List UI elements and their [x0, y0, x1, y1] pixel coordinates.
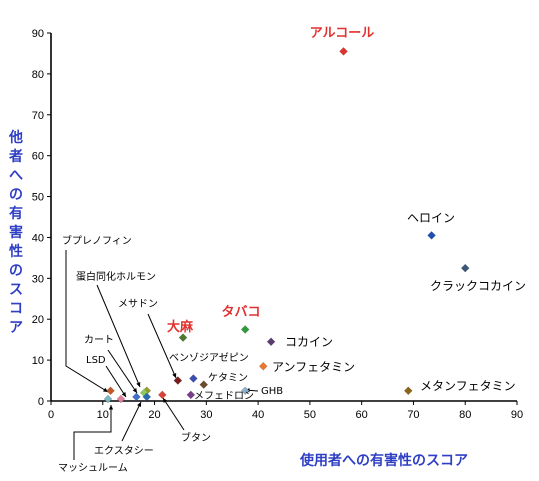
x-tick-label: 10	[97, 409, 109, 421]
scatter-point-21	[189, 374, 198, 383]
scatter-point-17	[106, 386, 115, 396]
point-label-11: GHB	[261, 386, 283, 397]
scatter-point-20	[103, 394, 113, 404]
scatter-point-2	[427, 231, 436, 240]
point-label-10: ケタミン	[208, 372, 248, 384]
scatter-point-6	[240, 325, 250, 334]
point-label-3: クラックコカイン	[430, 279, 526, 293]
y-tick-label: 70	[32, 110, 44, 122]
scatter-point-1	[339, 47, 348, 56]
leader-line	[96, 284, 141, 388]
leader-arrowhead	[108, 405, 114, 410]
leader-arrowhead	[163, 398, 168, 403]
leader-line	[162, 397, 185, 431]
scatter-point-16	[132, 392, 141, 402]
x-tick-label: 0	[48, 409, 54, 421]
scatter-point-12	[186, 390, 196, 400]
point-label-18: LSD	[86, 355, 106, 366]
point-label-12: メフェドロン	[194, 391, 254, 402]
x-tick-label: 70	[407, 409, 419, 421]
leader-arrowhead	[136, 382, 141, 387]
y-tick-label: 80	[32, 69, 44, 81]
scatter-point-13	[157, 390, 167, 400]
y-tick-label: 20	[32, 314, 44, 326]
y-tick-label: 0	[38, 396, 44, 408]
x-axis-title: 使用者への有害性のスコア	[299, 452, 468, 469]
leader-line	[73, 405, 112, 460]
x-tick-label: 50	[304, 409, 316, 421]
y-tick-label: 10	[32, 355, 44, 367]
x-tick-label: 90	[511, 409, 523, 421]
leader-arrowhead	[137, 402, 141, 407]
label-leader-lines	[65, 250, 259, 460]
leader-line	[105, 365, 127, 398]
scatter-point-10	[199, 380, 209, 389]
point-label-14: メサドン	[118, 298, 158, 310]
scatter-point-11	[240, 386, 250, 396]
scatter-point-3	[460, 263, 470, 273]
point-label-9: ベンゾジアゼピン	[169, 352, 249, 364]
y-axis-title: 他者への有害性のスコア	[8, 129, 23, 336]
point-label-19: エクスタシー	[94, 445, 154, 457]
leader-line	[121, 401, 142, 442]
scatter-point-8	[178, 333, 188, 342]
point-label-15: 蛋白同化ホルモン	[76, 270, 156, 283]
scatter-point-5	[266, 337, 276, 347]
leader-line	[147, 313, 177, 379]
point-label-6: タバコ	[221, 305, 260, 320]
point-label-8: 大麻	[167, 319, 194, 335]
point-label-7: アンフェタミン	[272, 360, 355, 374]
point-label-16: カート	[84, 334, 114, 346]
point-label-13: ブタン	[181, 431, 211, 444]
scatter-point-4	[403, 386, 413, 396]
x-tick-label: 40	[252, 409, 264, 421]
x-tick-label: 60	[356, 409, 368, 421]
y-tick-label: 30	[32, 273, 44, 285]
point-label-4: メタンフェタミン	[420, 379, 516, 393]
x-tick-label: 30	[200, 409, 212, 421]
leader-arrowhead	[132, 388, 137, 393]
axes: 0 10 20 30 40 50 60 70 80 90 0 10 20 30 40 50 60 70 80 90	[32, 28, 523, 421]
point-label-1: アルコール	[310, 26, 375, 41]
leader-line	[65, 250, 109, 393]
leader-arrowhead	[121, 392, 126, 397]
data-points	[103, 47, 470, 404]
leader-arrowhead	[172, 373, 177, 378]
y-tick-label: 90	[32, 28, 44, 40]
point-label-2: ヘロイン	[407, 211, 455, 225]
y-tick-label: 50	[32, 192, 44, 204]
scatter-point-19	[142, 392, 152, 402]
scatter-point-7	[258, 361, 268, 371]
leader-line	[107, 349, 138, 394]
scatter-point-18	[116, 394, 126, 404]
y-tick-label: 40	[32, 232, 44, 244]
x-tick-label: 80	[459, 409, 471, 421]
x-tick-label: 20	[148, 409, 160, 421]
y-tick-label: 60	[32, 151, 44, 163]
point-label-17: ブプレノフィン	[62, 234, 132, 247]
point-label-20: マッシュルーム	[58, 462, 128, 474]
scatter-point-9	[173, 376, 183, 385]
point-label-5: コカイン	[285, 335, 333, 349]
